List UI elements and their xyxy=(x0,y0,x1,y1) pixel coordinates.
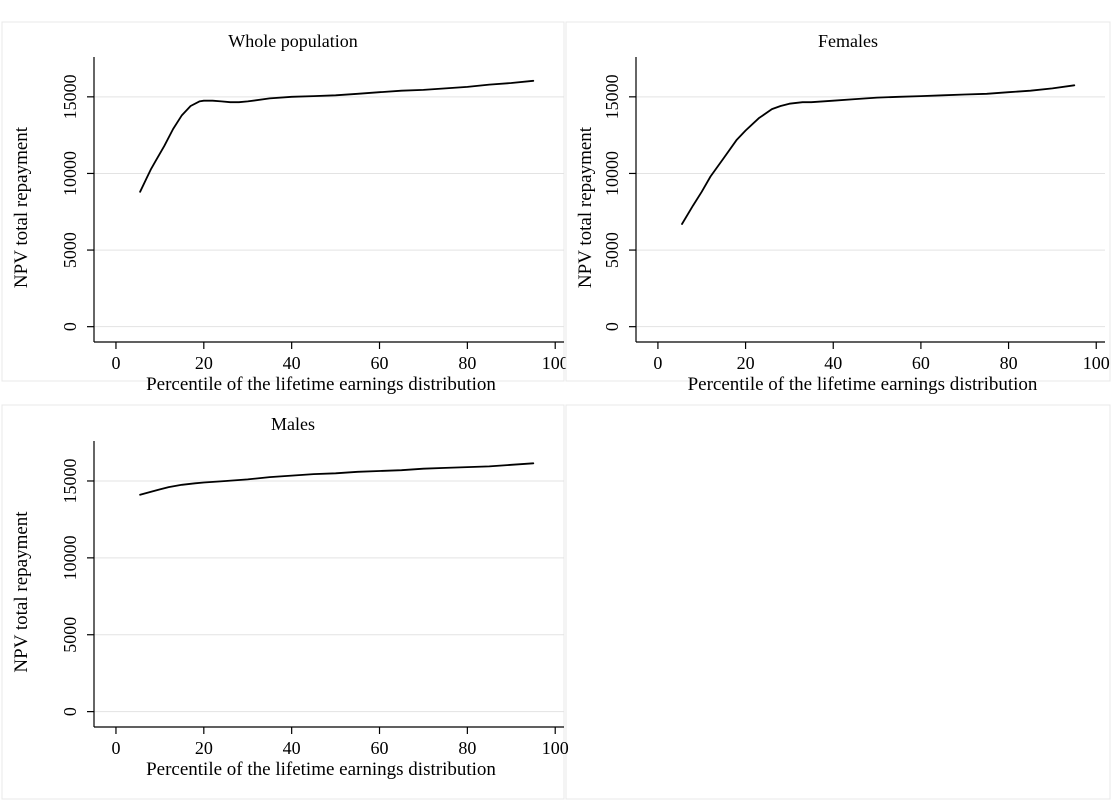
series-line xyxy=(139,79,535,193)
chart-panel-1: Whole population 0 5000 10000 15000 0 20 40 60 80… xyxy=(1,21,569,395)
y-axis-label: NPV total repayment xyxy=(575,126,596,288)
x-tick-label: 100 xyxy=(542,738,569,758)
x-tick-label: 0 xyxy=(111,738,120,758)
y-axis-label: NPV total repayment xyxy=(11,511,32,673)
x-tick-label: 20 xyxy=(195,738,213,758)
y-tick-label: 15000 xyxy=(60,74,80,119)
x-tick-label: 60 xyxy=(912,353,930,373)
y-tick-label: 10000 xyxy=(602,151,622,196)
panel-title: Males xyxy=(271,414,315,434)
empty-panel-frame xyxy=(565,404,1111,800)
y-tick-label: 0 xyxy=(60,707,80,716)
panel-frame xyxy=(565,21,1111,382)
y-tick-label: 15000 xyxy=(602,74,622,119)
y-axis-label: NPV total repayment xyxy=(11,126,32,288)
x-tick-label: 80 xyxy=(458,353,476,373)
x-axis-label: Percentile of the lifetime earnings dist… xyxy=(146,759,496,780)
x-tick-label: 100 xyxy=(1083,353,1110,373)
panel-frame xyxy=(1,21,565,382)
panel-title: Whole population xyxy=(228,31,357,51)
x-tick-label: 20 xyxy=(195,353,213,373)
series-line xyxy=(681,84,1076,225)
series-line xyxy=(139,462,535,496)
y-tick-label: 10000 xyxy=(60,151,80,196)
x-tick-label: 40 xyxy=(283,738,301,758)
x-tick-label: 80 xyxy=(1000,353,1018,373)
y-tick-label: 0 xyxy=(602,322,622,331)
y-tick-label: 5000 xyxy=(602,232,622,268)
y-tick-label: 5000 xyxy=(60,617,80,653)
panel-frame xyxy=(1,404,565,800)
x-axis-label: Percentile of the lifetime earnings dist… xyxy=(146,374,496,395)
x-tick-label: 0 xyxy=(653,353,662,373)
chart-panel-3: Males 0 5000 10000 15000 0 20 40 60 80 100 Percenti… xyxy=(1,404,569,800)
x-axis-label: Percentile of the lifetime earnings dist… xyxy=(688,374,1038,395)
x-tick-label: 80 xyxy=(458,738,476,758)
x-tick-label: 60 xyxy=(371,353,389,373)
x-tick-label: 20 xyxy=(737,353,755,373)
panel-title: Females xyxy=(818,31,878,51)
y-tick-label: 5000 xyxy=(60,232,80,268)
x-tick-label: 40 xyxy=(283,353,301,373)
x-tick-label: 100 xyxy=(542,353,569,373)
chart-panel-2: Females 0 5000 10000 15000 0 20 40 60 80 100 Percen… xyxy=(565,21,1111,395)
y-tick-label: 10000 xyxy=(60,535,80,580)
y-tick-label: 0 xyxy=(60,322,80,331)
x-tick-label: 0 xyxy=(111,353,120,373)
x-tick-label: 60 xyxy=(371,738,389,758)
x-tick-label: 40 xyxy=(824,353,842,373)
y-tick-label: 15000 xyxy=(60,458,80,503)
